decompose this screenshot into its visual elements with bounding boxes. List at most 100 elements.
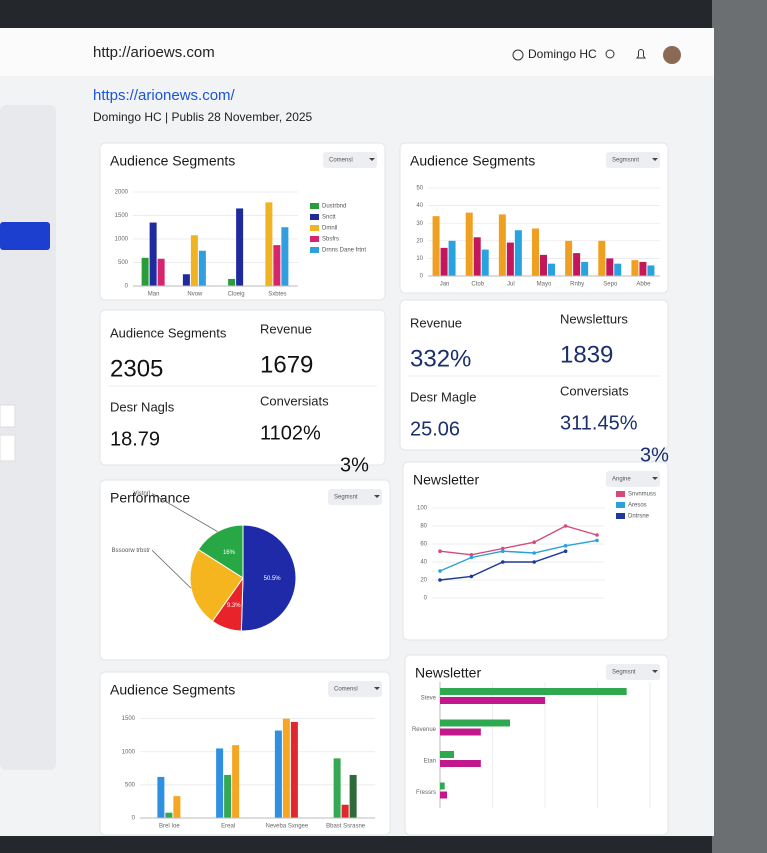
bar [532,228,539,276]
point [438,569,442,573]
card-title: Performance [110,490,190,506]
page-link[interactable]: https://arionews.com/ [93,87,236,104]
bar [282,718,290,818]
dropdown[interactable] [606,471,660,487]
bar [440,782,445,790]
x-tick-label: Nvow [187,292,203,298]
card-title: Audience Segments [110,153,235,169]
dropdown-label[interactable]: Comensl [334,687,358,693]
kpi-value: 332% [410,345,471,372]
url[interactable]: http://arioews.com [93,44,215,61]
bar [274,730,282,818]
card [99,309,386,466]
pie-slice [240,524,297,632]
dropdown-caret [369,158,375,161]
slice-label: 16% [223,550,236,556]
slice-annotation: Bssoorw trbstr [112,548,150,554]
legend-label: Dntrsne [628,514,650,520]
y-tick-label: 0 [424,596,428,602]
dropdown-label[interactable]: Comensl [329,158,353,164]
sidebar [0,105,56,770]
pie-slice [197,524,244,579]
bar [190,235,198,286]
bar [440,728,481,736]
point [501,546,505,551]
x-tick-label: Abbe [636,282,651,288]
point [438,578,442,582]
bar [631,260,639,276]
bar [341,804,349,818]
y-tick-label: Fressrs [416,790,436,796]
dropdown-caret [652,158,658,161]
bar [598,240,606,276]
dropdown-label[interactable]: Segmsnnt [612,158,639,164]
user-name[interactable]: Domingo HC [528,47,597,61]
bar [216,748,224,818]
sidebar-item[interactable] [0,404,16,428]
point [563,549,568,553]
leader-line [151,493,218,532]
kpi-value: 3% [640,444,669,466]
point [469,555,474,560]
bell-icon[interactable] [636,49,646,59]
legend-swatch [310,225,319,231]
dropdown[interactable] [328,681,382,697]
x-tick-label: Ctob [471,282,484,288]
y-tick-label: 1000 [115,237,129,243]
bar [565,240,573,276]
sidebar-item[interactable] [0,434,16,462]
dropdown-label[interactable]: Segmsnt [334,495,358,501]
bar [157,776,165,818]
bar [232,745,240,818]
y-tick-label: 60 [420,542,427,548]
y-tick-label: Revenue [412,727,437,733]
dropdown-label[interactable]: Angine [612,477,631,483]
point [469,574,474,579]
bar [440,751,454,758]
legend-label: Dustrbnd [322,204,346,210]
bar [614,263,622,276]
dropdown[interactable] [606,664,660,680]
pie-slice [189,548,244,622]
bar [198,250,206,286]
y-tick-label: 80 [420,524,427,530]
kpi-label: Revenue [410,315,462,330]
dropdown-caret [374,495,380,498]
bar [448,240,456,276]
bar [473,237,481,276]
bar [573,253,581,276]
kpi-label: Audience Segments [110,325,227,340]
point [501,560,505,564]
dropdown[interactable] [606,152,660,168]
y-tick-label: 20 [416,238,423,244]
bar [465,212,473,276]
search-icon[interactable] [605,49,615,59]
legend-swatch [616,502,625,508]
user-icon [512,49,524,61]
dropdown[interactable] [323,152,377,168]
legend-label: Aresos [628,503,647,509]
kpi-value: 1102% [260,422,321,444]
x-tick-label: Mayo [537,282,552,288]
kpi-value: 2305 [110,355,163,382]
y-tick-label: 10 [416,256,423,262]
sidebar-button[interactable] [0,222,50,250]
kpi-label: Newsletturs [560,311,628,326]
card [404,654,669,836]
legend-swatch [616,491,625,497]
bar [639,261,647,276]
kpi-value: 25.06 [410,418,460,440]
bar [514,230,522,276]
dropdown-caret [374,687,380,690]
dropdown[interactable] [328,489,382,505]
point [595,538,599,543]
leader-line [151,550,192,589]
y-tick-label: 30 [416,221,423,227]
avatar[interactable] [663,46,681,64]
kpi-label: Desr Magle [410,389,476,404]
byline: Domingo HC | Publis 28 November, 2025 [93,110,313,124]
bar [540,254,547,276]
dropdown-label[interactable]: Segmsnt [612,670,636,676]
